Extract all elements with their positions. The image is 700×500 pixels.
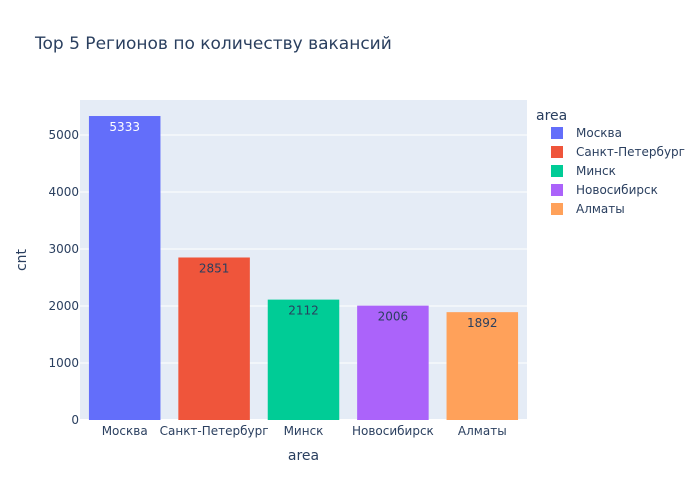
legend-title: area (536, 108, 567, 124)
y-tick-label: 1000 (48, 356, 79, 370)
legend-swatch (551, 203, 563, 215)
bar (357, 305, 429, 420)
chart-title: Top 5 Регионов по количеству вакансий (35, 34, 392, 54)
y-tick-labels: 0 1000 2000 3000 4000 5000 (48, 128, 79, 427)
x-tick-label: Москва (102, 424, 148, 438)
legend-item-label: Новосибирск (576, 183, 658, 197)
x-tick-label: Новосибирск (352, 424, 434, 438)
legend-item-label: Минск (576, 164, 616, 178)
legend-items: Москва Санкт-Петербург Минск Новосибирск Алм… (551, 126, 685, 216)
bar-value-label: 5333 (109, 120, 140, 134)
bar-value-label: 2851 (199, 261, 230, 275)
legend-item-label: Москва (576, 126, 622, 140)
x-axis-title: area (288, 448, 319, 464)
bars (88, 116, 519, 421)
bar (178, 257, 250, 420)
bar-value-label: 1892 (467, 316, 498, 330)
bar-labels: 5333 2851 2112 2006 1892 (109, 120, 497, 330)
y-tick-label: 4000 (48, 185, 79, 199)
x-tick-label: Санкт-Петербург (160, 424, 269, 438)
bar (267, 299, 340, 420)
y-tick-label: 2000 (48, 299, 79, 313)
bar (446, 312, 519, 420)
legend-item-label: Алматы (576, 202, 625, 216)
bar-value-label: 2006 (378, 310, 409, 324)
y-tick-label: 3000 (48, 242, 79, 256)
legend-swatch (551, 165, 563, 177)
x-tick-labels: Москва Санкт-Петербург Минск Новосибирск Алм… (102, 424, 507, 438)
x-tick-label: Алматы (458, 424, 507, 438)
y-tick-label: 5000 (48, 128, 79, 142)
legend-swatch (551, 127, 563, 139)
legend-swatch (551, 146, 563, 158)
legend-swatch (551, 184, 563, 196)
bar-value-label: 2112 (288, 304, 319, 318)
legend-item-label: Санкт-Петербург (576, 145, 685, 159)
bar (88, 116, 161, 421)
y-tick-label: 0 (71, 413, 79, 427)
y-axis-title: cnt (14, 248, 30, 271)
legend: area Москва Санкт-Петербург Минск Новосибир… (536, 108, 685, 216)
x-tick-label: Минск (284, 424, 324, 438)
